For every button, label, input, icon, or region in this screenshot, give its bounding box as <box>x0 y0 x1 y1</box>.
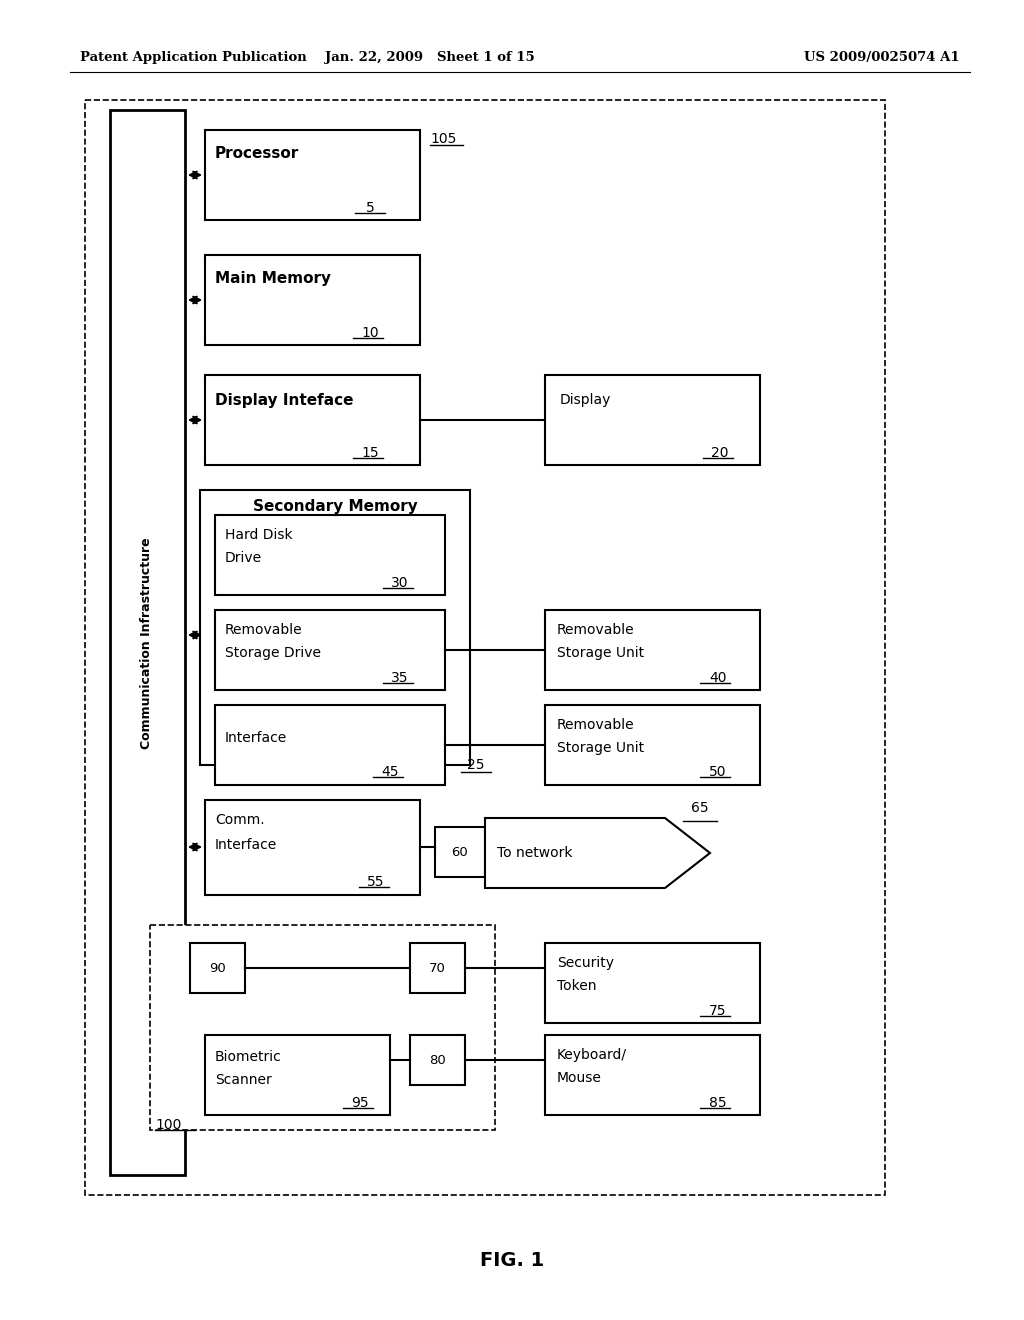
Text: 90: 90 <box>209 961 225 974</box>
Text: Scanner: Scanner <box>215 1073 271 1086</box>
Bar <box>545 1035 760 1115</box>
Bar <box>190 942 245 993</box>
Bar <box>205 255 420 345</box>
Text: 5: 5 <box>366 201 375 215</box>
Text: 20: 20 <box>712 446 729 459</box>
Text: Keyboard/: Keyboard/ <box>557 1048 627 1063</box>
Text: Removable: Removable <box>225 623 303 638</box>
Text: 15: 15 <box>361 446 379 459</box>
Text: Interface: Interface <box>215 838 278 851</box>
Text: 85: 85 <box>710 1096 727 1110</box>
Text: 35: 35 <box>391 671 409 685</box>
Bar <box>435 828 485 876</box>
Bar <box>150 925 495 1130</box>
Text: Patent Application Publication: Patent Application Publication <box>80 51 307 65</box>
Bar <box>545 610 760 690</box>
Bar <box>205 800 420 895</box>
Bar <box>545 705 760 785</box>
Text: Display Inteface: Display Inteface <box>215 392 353 408</box>
Text: 40: 40 <box>710 671 727 685</box>
Text: Storage Unit: Storage Unit <box>557 645 644 660</box>
Text: Comm.: Comm. <box>215 813 264 828</box>
Text: 100: 100 <box>155 1118 181 1133</box>
Text: Removable: Removable <box>557 718 635 733</box>
Text: 80: 80 <box>429 1053 445 1067</box>
Text: Interface: Interface <box>225 731 288 744</box>
Text: Processor: Processor <box>215 145 299 161</box>
Bar <box>215 705 445 785</box>
Text: Communication Infrastructure: Communication Infrastructure <box>140 537 154 748</box>
Text: Removable: Removable <box>557 623 635 638</box>
Bar <box>215 515 445 595</box>
Text: 10: 10 <box>361 326 379 341</box>
Text: 95: 95 <box>351 1096 369 1110</box>
Text: To network: To network <box>497 846 572 861</box>
Bar <box>205 1035 390 1115</box>
Text: Secondary Memory: Secondary Memory <box>253 499 418 515</box>
Bar <box>205 129 420 220</box>
Text: 55: 55 <box>368 875 385 888</box>
Bar <box>545 375 760 465</box>
Bar <box>410 1035 465 1085</box>
Text: Display: Display <box>560 393 611 407</box>
Text: 50: 50 <box>710 766 727 779</box>
Text: 30: 30 <box>391 576 409 590</box>
Text: Mouse: Mouse <box>557 1071 602 1085</box>
Text: Main Memory: Main Memory <box>215 271 331 285</box>
Bar <box>200 490 470 766</box>
Text: 105: 105 <box>430 132 457 147</box>
Text: FIG. 1: FIG. 1 <box>480 1250 544 1270</box>
Text: 75: 75 <box>710 1005 727 1018</box>
Text: Storage Unit: Storage Unit <box>557 741 644 755</box>
Bar <box>215 610 445 690</box>
Bar <box>110 110 185 1175</box>
Text: Hard Disk: Hard Disk <box>225 528 293 543</box>
Text: US 2009/0025074 A1: US 2009/0025074 A1 <box>805 51 961 65</box>
Text: 70: 70 <box>429 961 445 974</box>
Text: 60: 60 <box>452 846 468 858</box>
Text: Drive: Drive <box>225 550 262 565</box>
Text: 45: 45 <box>381 766 398 779</box>
Text: Security: Security <box>557 956 614 970</box>
Text: Token: Token <box>557 979 597 993</box>
Text: 25: 25 <box>467 758 484 772</box>
Bar <box>205 375 420 465</box>
Text: Jan. 22, 2009   Sheet 1 of 15: Jan. 22, 2009 Sheet 1 of 15 <box>326 51 535 65</box>
Text: Storage Drive: Storage Drive <box>225 645 321 660</box>
Bar <box>85 100 885 1195</box>
Text: 65: 65 <box>691 801 709 814</box>
Bar <box>545 942 760 1023</box>
Text: Biometric: Biometric <box>215 1049 282 1064</box>
Polygon shape <box>485 818 710 888</box>
Bar <box>410 942 465 993</box>
